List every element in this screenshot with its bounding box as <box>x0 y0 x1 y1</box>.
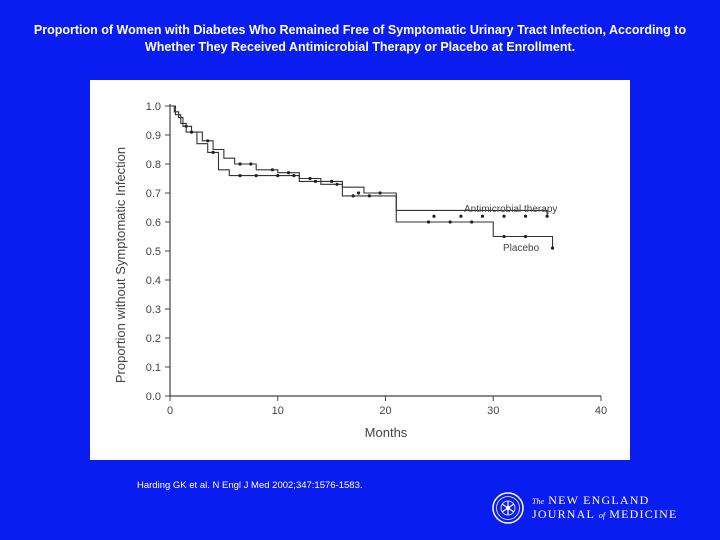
y-tick-label: 0.7 <box>146 188 161 200</box>
series-placebo-censor-point <box>427 220 431 224</box>
series-placebo-censor-point <box>313 179 318 183</box>
series-placebo-censor-point <box>448 220 452 224</box>
series-placebo-censor-point <box>276 174 280 178</box>
series-antimicrobial-censor-point <box>286 171 291 175</box>
y-tick-label: 0.3 <box>146 304 161 316</box>
series-placebo-censor-point <box>292 174 296 178</box>
journal-new-england: NEW ENGLAND <box>548 493 650 507</box>
journal-name-line2: JOURNAL of MEDICINE <box>532 507 678 522</box>
series-placebo-censor-point <box>470 220 474 224</box>
x-tick-label: 0 <box>167 405 173 417</box>
x-tick-label: 10 <box>272 405 284 417</box>
series-antimicrobial-censor-point <box>356 191 361 195</box>
journal-name-line1: The NEW ENGLAND <box>532 493 650 508</box>
journal-of: of <box>598 511 606 520</box>
series-antimicrobial-censor-point <box>523 214 528 218</box>
journal-seal-icon <box>492 492 524 524</box>
series-placebo-censor-point <box>211 150 215 154</box>
series-placebo-censor-point <box>523 234 528 239</box>
series-antimicrobial-censor-point <box>238 162 242 166</box>
series-placebo-censor-point <box>238 174 242 178</box>
series-antimicrobial-censor-point <box>206 139 210 143</box>
km-chart: 0.0 0.1 0.2 0.3 0.4 0.5 0.6 0.7 0.8 0.9 1.0 0 10 20 30… <box>113 101 607 440</box>
series-antimicrobial-censor-point <box>330 179 334 183</box>
series-placebo-censor-point <box>367 194 371 198</box>
y-tick-label: 0.0 <box>146 391 161 403</box>
axes-group: 0.0 0.1 0.2 0.3 0.4 0.5 0.6 0.7 0.8 0.9 1.0 0 10 20 30… <box>146 101 607 417</box>
series-placebo-censor-point <box>502 234 506 239</box>
x-tick-label: 40 <box>595 405 607 417</box>
series-label-placebo: Placebo <box>503 243 540 254</box>
series-antimicrobial-censor-point <box>270 168 274 172</box>
y-tick-label: 0.1 <box>146 362 161 374</box>
series-antimicrobial-censor-point <box>459 214 463 218</box>
series-antimicrobial-censor-point <box>502 214 506 218</box>
series-antimicrobial-censor-point <box>480 214 485 218</box>
y-tick-label: 0.4 <box>146 275 161 287</box>
journal-logo: The NEW ENGLAND JOURNAL of MEDICINE <box>492 492 702 528</box>
series-placebo-censor-point <box>550 246 555 250</box>
y-tick-label: 1.0 <box>146 101 161 113</box>
y-tick-label: 0.2 <box>146 333 161 345</box>
journal-medicine: MEDICINE <box>609 507 678 521</box>
series-antimicrobial-censor-point <box>308 176 312 181</box>
series-layer <box>170 105 555 250</box>
y-axis-label: Proportion without Symptomatic Infection <box>113 147 128 383</box>
series-label-antimicrobial: Antimicrobial therapy <box>464 204 557 215</box>
citation: Harding GK et al. N Engl J Med 2002;347:… <box>137 480 363 491</box>
series-antimicrobial-censor-point <box>249 162 253 166</box>
y-tick-label: 0.6 <box>146 217 161 229</box>
series-placebo-censor-point <box>189 130 194 134</box>
chart-panel: 0.0 0.1 0.2 0.3 0.4 0.5 0.6 0.7 0.8 0.9 1.0 0 10 20 30… <box>90 80 630 460</box>
y-tick-label: 0.8 <box>146 159 161 171</box>
series-placebo-censor-point <box>351 194 355 198</box>
x-tick-label: 30 <box>487 405 499 417</box>
journal-journal: JOURNAL <box>532 507 595 521</box>
slide-title: Proportion of Women with Diabetes Who Re… <box>33 23 687 54</box>
series-antimicrobial-censor-point <box>545 214 549 218</box>
y-tick-label: 0.9 <box>146 130 161 142</box>
x-axis-label: Months <box>365 425 408 440</box>
y-tick-label: 0.5 <box>146 246 161 258</box>
series-placebo-line <box>170 105 554 249</box>
series-antimicrobial-censor-point <box>432 214 436 218</box>
journal-the: The <box>532 497 544 506</box>
series-antimicrobial-censor-point <box>378 191 382 195</box>
series-placebo-censor-point <box>335 182 339 186</box>
series-placebo-censor-point <box>254 174 258 178</box>
series-antimicrobial-line <box>170 105 548 217</box>
x-tick-label: 20 <box>379 405 391 417</box>
